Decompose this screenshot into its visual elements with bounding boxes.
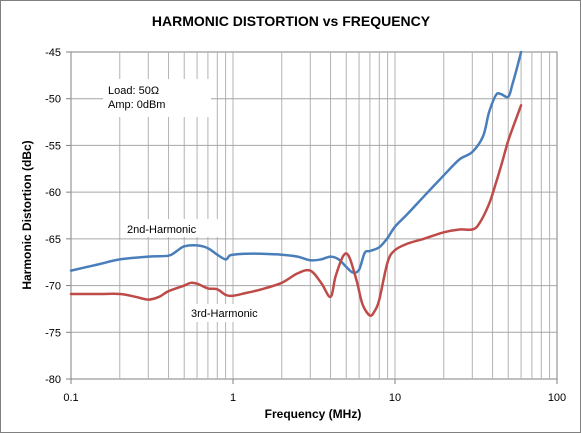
x-tick-label: 1 bbox=[230, 392, 236, 404]
y-tick-label: -65 bbox=[45, 234, 61, 246]
x-tick-label: 100 bbox=[548, 392, 566, 404]
condition-amp: Amp: 0dBm bbox=[108, 99, 165, 111]
y-tick-label: -75 bbox=[45, 327, 61, 339]
x-tick-label: 10 bbox=[389, 392, 401, 404]
y-axis-label: Harmonic Distortion (dBc) bbox=[20, 140, 34, 289]
chart-title: HARMONIC DISTORTION vs FREQUENCY bbox=[152, 13, 431, 29]
x-tick-label: 0.1 bbox=[63, 392, 78, 404]
series-label-2nd-harmonic: 2nd-Harmonic bbox=[127, 224, 197, 236]
series-label-3rd-harmonic: 3rd-Harmonic bbox=[191, 308, 258, 320]
series-line-2nd-harmonic bbox=[69, 50, 523, 274]
x-axis-label: Frequency (MHz) bbox=[265, 407, 362, 421]
conditions-box bbox=[103, 79, 211, 117]
label-2nd-bg bbox=[122, 219, 220, 237]
y-tick-label: -60 bbox=[45, 187, 61, 199]
y-tick-label: -70 bbox=[45, 281, 61, 293]
series-line-3rd-harmonic bbox=[69, 104, 523, 317]
label-3rd-bg bbox=[185, 304, 275, 322]
y-tick-label: -50 bbox=[45, 94, 61, 106]
condition-load: Load: 50Ω bbox=[108, 85, 159, 97]
tick-labels: -45 -50 -55 -60 -65 -70 -75 -800.1 1 10 100 bbox=[45, 47, 566, 404]
y-tick-label: -55 bbox=[45, 140, 61, 152]
y-tick-label: -80 bbox=[45, 374, 61, 386]
y-tick-label: -45 bbox=[45, 47, 61, 59]
series-lines bbox=[69, 50, 523, 317]
